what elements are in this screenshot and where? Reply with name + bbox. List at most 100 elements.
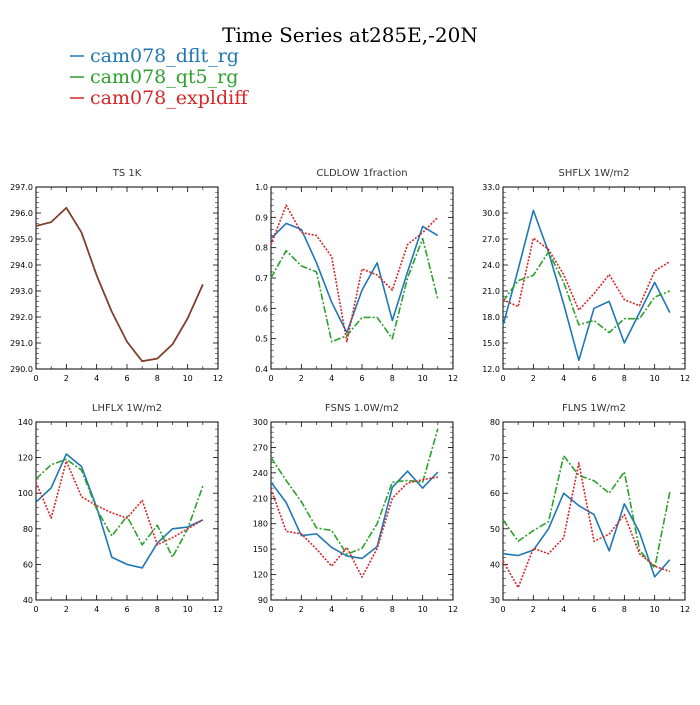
y-tick-label: 21.0 xyxy=(482,287,500,296)
legend: cam078_dflt_rgcam078_qt5_rgcam078_expldi… xyxy=(70,45,249,109)
x-tick-label: 6 xyxy=(591,605,596,614)
y-tick-label: 30 xyxy=(490,596,500,605)
x-tick-label: 12 xyxy=(680,605,690,614)
x-tick-label: 10 xyxy=(183,374,193,383)
y-tick-label: 60 xyxy=(490,489,500,498)
series-line xyxy=(35,458,204,559)
legend-label: cam078_qt5_rg xyxy=(90,66,238,88)
x-tick-label: 0 xyxy=(500,374,505,383)
y-tick-label: 270 xyxy=(253,443,268,452)
panel-title: FLNS 1W/m2 xyxy=(562,403,626,414)
x-tick-label: 0 xyxy=(500,605,505,614)
x-tick-label: 2 xyxy=(64,605,69,614)
y-tick-label: 0.7 xyxy=(255,274,268,283)
series-line xyxy=(270,428,439,556)
y-tick-label: 294.0 xyxy=(10,261,33,270)
y-tick-label: 27.0 xyxy=(482,235,500,244)
panel: SHFLX 1W/m2 0 2 4 6 8 10 12 12.0 15.0 18.0 21.0 24.0… xyxy=(482,168,690,383)
y-tick-label: 240 xyxy=(253,469,268,478)
x-tick-label: 12 xyxy=(213,374,223,383)
y-tick-label: 80 xyxy=(490,418,500,427)
panel: CLDLOW 1fraction 0 2 4 6 8 10 12 0.4 0.5 0.6 0.7 0.8… xyxy=(255,168,458,383)
y-tick-label: 180 xyxy=(253,520,268,529)
y-tick-label: 0.5 xyxy=(255,335,268,344)
x-tick-label: 2 xyxy=(531,374,536,383)
y-tick-label: 292.0 xyxy=(10,313,33,322)
y-tick-label: 0.9 xyxy=(255,213,268,222)
series-line xyxy=(502,237,671,311)
x-tick-label: 4 xyxy=(561,605,566,614)
y-tick-label: 100 xyxy=(18,489,33,498)
series-line xyxy=(502,492,671,578)
y-tick-label: 120 xyxy=(18,454,33,463)
legend-label: cam078_dflt_rg xyxy=(90,45,239,67)
series-line xyxy=(270,204,439,343)
x-tick-label: 0 xyxy=(268,374,273,383)
series-line xyxy=(502,209,671,362)
x-tick-label: 8 xyxy=(390,605,395,614)
series-line xyxy=(270,476,438,578)
x-tick-label: 4 xyxy=(329,605,334,614)
series-line xyxy=(35,207,204,363)
plot-frame xyxy=(270,421,454,601)
y-tick-label: 15.0 xyxy=(482,339,500,348)
y-tick-label: 18.0 xyxy=(482,313,500,322)
x-tick-label: 8 xyxy=(622,605,627,614)
x-tick-label: 12 xyxy=(680,374,690,383)
x-tick-label: 0 xyxy=(33,605,38,614)
y-tick-label: 40 xyxy=(490,560,500,569)
series-line xyxy=(35,453,204,569)
series-line xyxy=(502,455,671,569)
y-tick-label: 150 xyxy=(253,545,268,554)
y-tick-label: 70 xyxy=(490,454,500,463)
x-tick-label: 10 xyxy=(418,374,428,383)
y-tick-label: 33.0 xyxy=(482,183,500,192)
y-tick-label: 290.0 xyxy=(10,365,33,374)
y-tick-label: 296.0 xyxy=(10,209,33,218)
panel-title: FSNS 1.0W/m2 xyxy=(325,403,399,414)
panel: LHFLX 1W/m2 0 2 4 6 8 10 12 40 60 80 100 120 140 xyxy=(18,403,223,614)
y-tick-label: 120 xyxy=(253,571,268,580)
y-tick-label: 293.0 xyxy=(10,287,33,296)
y-tick-label: 291.0 xyxy=(10,339,33,348)
y-tick-label: 50 xyxy=(490,525,500,534)
y-tick-label: 0.8 xyxy=(255,244,268,253)
y-tick-label: 24.0 xyxy=(482,261,500,270)
figure-title: Time Series at285E,-20N xyxy=(222,23,478,47)
y-tick-label: 60 xyxy=(23,560,33,569)
panel-title: TS 1K xyxy=(112,168,142,179)
x-tick-label: 8 xyxy=(622,374,627,383)
y-tick-label: 40 xyxy=(23,596,33,605)
plot-frame xyxy=(270,186,454,370)
x-tick-label: 2 xyxy=(64,374,69,383)
x-tick-label: 6 xyxy=(124,374,129,383)
panel-title: LHFLX 1W/m2 xyxy=(92,403,162,414)
x-tick-label: 4 xyxy=(329,374,334,383)
x-tick-label: 6 xyxy=(591,374,596,383)
panel-title: CLDLOW 1fraction xyxy=(316,168,407,179)
y-tick-label: 1.0 xyxy=(255,183,268,192)
y-tick-label: 30.0 xyxy=(482,209,500,218)
x-tick-label: 2 xyxy=(531,605,536,614)
series-line xyxy=(502,462,671,589)
x-tick-label: 6 xyxy=(359,605,364,614)
x-tick-label: 12 xyxy=(448,374,458,383)
plot-frame xyxy=(502,186,686,370)
x-tick-label: 10 xyxy=(650,374,660,383)
panel: TS 1K 0 2 4 6 8 10 12 290.0 291.0 292.0 293.0 294.0 2… xyxy=(10,168,223,383)
x-tick-label: 4 xyxy=(94,374,99,383)
x-tick-label: 2 xyxy=(299,605,304,614)
x-tick-label: 4 xyxy=(561,374,566,383)
x-tick-label: 6 xyxy=(124,605,129,614)
panel: FLNS 1W/m2 0 2 4 6 8 10 12 30 40 50 60 70 80 xyxy=(490,403,690,614)
y-tick-label: 0.6 xyxy=(255,304,268,313)
plot-frame xyxy=(35,421,219,601)
x-tick-label: 8 xyxy=(390,374,395,383)
y-tick-label: 80 xyxy=(23,525,33,534)
panel: FSNS 1.0W/m2 0 2 4 6 8 10 12 90 120 150 180 210 240 27… xyxy=(253,403,458,614)
series-line xyxy=(502,251,671,334)
x-tick-label: 4 xyxy=(94,605,99,614)
x-tick-label: 6 xyxy=(359,374,364,383)
